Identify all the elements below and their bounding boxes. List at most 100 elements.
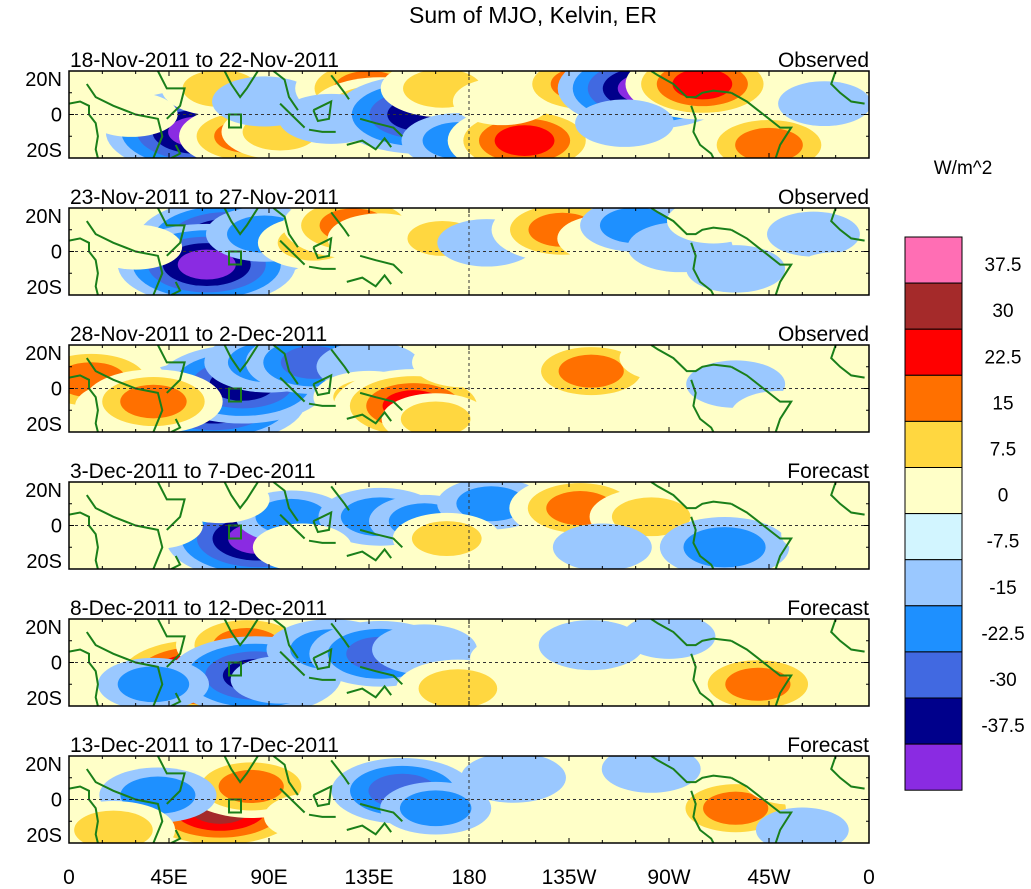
anomaly-blob: [575, 99, 675, 147]
coastline: [830, 345, 865, 379]
y-tick-label: 20N: [25, 754, 62, 776]
anomaly-contour: [672, 71, 733, 100]
coastline: [69, 511, 99, 569]
anomaly-blob: [690, 652, 826, 706]
colorbar-swatch: [904, 282, 963, 330]
anomaly-blob: [69, 801, 176, 843]
coastline: [690, 379, 715, 432]
anomaly-field: [84, 71, 869, 158]
anomaly-blob: [412, 345, 518, 388]
anomaly-contour: [778, 627, 869, 672]
coastline: [690, 516, 715, 569]
coastline: [170, 281, 182, 295]
anomaly-contour: [120, 384, 187, 419]
colorbar-swatch: [904, 513, 963, 561]
anomaly-contour: [575, 99, 675, 147]
x-tick-label: 90E: [250, 866, 287, 889]
coastline: [690, 242, 715, 295]
anomaly-blob: [396, 659, 520, 706]
coastline: [312, 510, 333, 534]
anomaly-blob: [84, 369, 223, 432]
colorbar-units-label: W/m^2: [934, 158, 993, 179]
anomaly-blob: [97, 657, 209, 706]
anomaly-contour: [418, 669, 498, 706]
x-tick-label: 45W: [747, 866, 790, 889]
panel-status: Observed: [778, 323, 869, 346]
anomaly-field: [97, 619, 869, 706]
anomaly-contour: [667, 208, 760, 244]
coastline: [312, 236, 333, 260]
coastline: [157, 71, 186, 120]
coastline: [690, 105, 715, 158]
anomaly-blob: [778, 81, 869, 127]
coastline: [170, 692, 182, 706]
coastline: [650, 756, 732, 784]
coastline: [359, 528, 404, 549]
region-box: [228, 387, 242, 403]
coastline: [308, 128, 336, 133]
y-tick-label: 0: [51, 516, 62, 538]
colorbar-swatch: [904, 559, 963, 607]
panel-date-range: 18-Nov-2011 to 22-Nov-2011: [70, 49, 339, 72]
panel-status: Observed: [778, 186, 869, 209]
coastline: [170, 829, 182, 843]
coastline: [650, 71, 732, 99]
coastline: [359, 391, 403, 412]
coastline: [359, 117, 403, 138]
panel-status: Forecast: [787, 734, 869, 757]
coastline: [69, 237, 99, 295]
colorbar-swatch: [904, 743, 963, 791]
map-panel: 20N 0 20S 23-Nov-2011 to 27-Nov-2011 Observe…: [25, 186, 870, 299]
anomaly-contour: [778, 81, 869, 127]
coastline: [650, 345, 732, 373]
coastline: [157, 345, 186, 394]
coastline: [359, 802, 404, 823]
coastline: [730, 639, 794, 706]
anomaly-contour: [117, 666, 190, 703]
anomaly-blob: [381, 393, 490, 432]
coastline: [223, 208, 259, 236]
coastline: [346, 273, 392, 288]
coastline: [308, 813, 336, 818]
anomaly-blob: [252, 523, 352, 569]
colorbar-swatch: [904, 328, 963, 376]
colorbar-level-label: -22.5: [981, 624, 1024, 645]
coastline: [730, 776, 794, 843]
coastline: [223, 482, 259, 510]
anomaly-contour: [601, 756, 701, 793]
coastline: [312, 373, 333, 397]
coastline: [308, 402, 336, 407]
panel-status: Observed: [778, 49, 869, 72]
coastline: [650, 208, 732, 236]
colorbar-level-label: 15: [992, 393, 1013, 414]
chart-title: Sum of MJO, Kelvin, ER: [409, 2, 657, 28]
anomaly-blob: [392, 512, 501, 565]
coastline: [312, 99, 333, 123]
coastline: [272, 482, 299, 522]
coastline: [157, 619, 186, 668]
anomaly-contour: [744, 759, 838, 805]
anomaly-field: [69, 345, 830, 432]
coastline: [650, 482, 732, 510]
coastline: [272, 756, 299, 796]
anomaly-contour: [730, 390, 830, 432]
colorbar-swatch: [904, 420, 963, 468]
coastline: [170, 418, 182, 432]
panel-date-range: 8-Dec-2011 to 12-Dec-2011: [70, 597, 327, 620]
y-tick-label: 20S: [26, 825, 62, 847]
anomaly-contour: [767, 211, 860, 257]
panel-status: Forecast: [787, 597, 869, 620]
coastline: [730, 365, 794, 432]
coastline: [223, 71, 259, 99]
colorbar-level-label: 30: [992, 301, 1013, 322]
anomaly-contour: [252, 523, 352, 569]
coastline: [330, 759, 350, 785]
colorbar-level-label: 22.5: [985, 347, 1022, 368]
anomaly-contour: [400, 401, 471, 432]
coastline: [170, 144, 182, 158]
x-tick-label: 45E: [150, 866, 187, 889]
anomaly-blob: [89, 224, 183, 270]
y-tick-label: 0: [51, 379, 62, 401]
coastline: [346, 684, 392, 699]
anomaly-contour: [558, 354, 624, 388]
